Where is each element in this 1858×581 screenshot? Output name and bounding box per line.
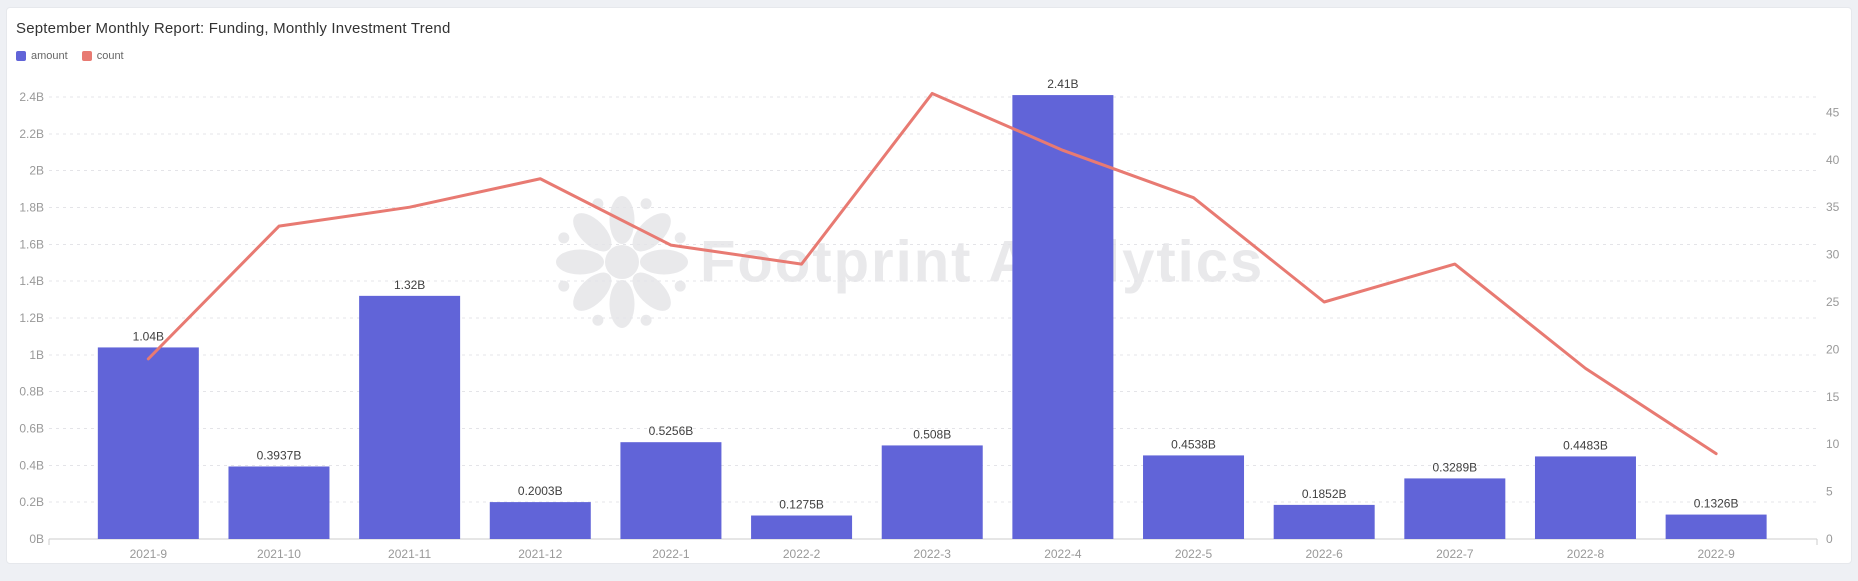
legend-swatch-count (81, 51, 92, 61)
legend-item-amount[interactable]: amount (16, 50, 68, 62)
y-axis-left-label: 2.4B (19, 90, 44, 104)
x-axis-label: 2022-9 (1697, 547, 1735, 561)
chart-title: September Monthly Report: Funding, Month… (16, 20, 451, 37)
bar-value-label: 1.32B (394, 278, 425, 292)
y-axis-left-label: 1B (29, 348, 44, 362)
x-axis-label: 2021-9 (130, 547, 168, 561)
bar-value-label: 0.1852B (1302, 487, 1347, 501)
bar-2022-5[interactable] (1143, 455, 1245, 539)
bar-2022-1[interactable] (620, 442, 722, 539)
x-axis-label: 2022-5 (1175, 547, 1213, 561)
legend-label-count: count (96, 50, 124, 62)
bar-value-label: 1.04B (133, 329, 164, 343)
bar-2022-4[interactable] (1012, 95, 1114, 539)
y-axis-left-label: 0.8B (19, 385, 44, 399)
legend-item-count[interactable]: count (81, 50, 124, 62)
bar-value-label: 0.4538B (1171, 437, 1216, 451)
x-axis-label: 2022-7 (1436, 547, 1474, 561)
watermark (556, 196, 688, 328)
y-axis-right-label: 5 (1826, 485, 1833, 499)
bar-2021-10[interactable] (228, 466, 330, 539)
x-axis-label: 2022-2 (783, 547, 821, 561)
y-axis-left-label: 0.2B (19, 495, 44, 509)
x-axis-label: 2022-6 (1305, 547, 1343, 561)
y-axis-right-label: 40 (1826, 153, 1840, 167)
legend-swatch-amount (16, 51, 26, 61)
x-axis-label: 2022-4 (1044, 547, 1082, 561)
y-axis-left-label: 1.8B (19, 200, 44, 214)
bar-value-label: 0.2003B (518, 484, 563, 498)
bar-value-label: 0.4483B (1563, 438, 1608, 452)
legend-label-amount: amount (31, 50, 68, 62)
bar-2022-2[interactable] (751, 515, 853, 539)
y-axis-left-label: 0B (29, 532, 44, 546)
y-axis-right-label: 10 (1826, 437, 1840, 451)
y-axis-left-label: 2B (29, 164, 44, 178)
x-axis-label: 2022-8 (1567, 547, 1605, 561)
bar-2022-9[interactable] (1665, 514, 1767, 539)
bar-value-label: 0.508B (913, 427, 951, 441)
y-axis-right-label: 35 (1826, 200, 1840, 214)
x-axis-label: 2022-1 (652, 547, 690, 561)
y-axis-right-label: 45 (1826, 105, 1840, 119)
y-axis-right-label: 25 (1826, 295, 1840, 309)
x-axis-label: 2022-3 (914, 547, 952, 561)
y-axis-left-label: 0.6B (19, 421, 44, 435)
bar-2022-7[interactable] (1404, 478, 1506, 539)
y-axis-right-label: 15 (1826, 390, 1840, 404)
bar-2022-6[interactable] (1273, 504, 1375, 539)
bar-value-label: 0.1275B (779, 498, 824, 512)
bar-2021-11[interactable] (359, 295, 461, 539)
x-axis-label: 2021-11 (388, 547, 431, 561)
bar-value-label: 0.3937B (257, 448, 302, 462)
bar-value-label: 2.41B (1047, 77, 1078, 91)
x-axis-label: 2021-12 (518, 547, 562, 561)
y-axis-left-label: 2.2B (19, 127, 44, 141)
y-axis-right-label: 20 (1826, 342, 1840, 356)
count-line[interactable] (146, 91, 1718, 456)
y-axis-left-label: 1.6B (19, 237, 44, 251)
y-axis-right-label: 30 (1826, 248, 1840, 262)
y-axis-left-label: 1.2B (19, 311, 44, 325)
y-axis-left-label: 1.4B (19, 274, 44, 288)
bar-value-label: 0.3289B (1432, 460, 1477, 474)
y-axis-left-label: 0.4B (19, 458, 44, 472)
y-axis-right-label: 0 (1826, 532, 1833, 546)
x-axis (48, 538, 1818, 545)
bar-2022-8[interactable] (1534, 456, 1636, 539)
bar-2021-12[interactable] (489, 502, 591, 539)
legend: amount count (16, 50, 124, 62)
amount-bar-series (97, 95, 1767, 539)
bar-value-label: 0.1326B (1694, 497, 1739, 511)
bar-2021-9[interactable] (97, 347, 199, 539)
x-axis-label: 2021-10 (257, 547, 301, 561)
bar-2022-3[interactable] (881, 445, 983, 539)
bar-value-label: 0.5256B (649, 424, 694, 438)
